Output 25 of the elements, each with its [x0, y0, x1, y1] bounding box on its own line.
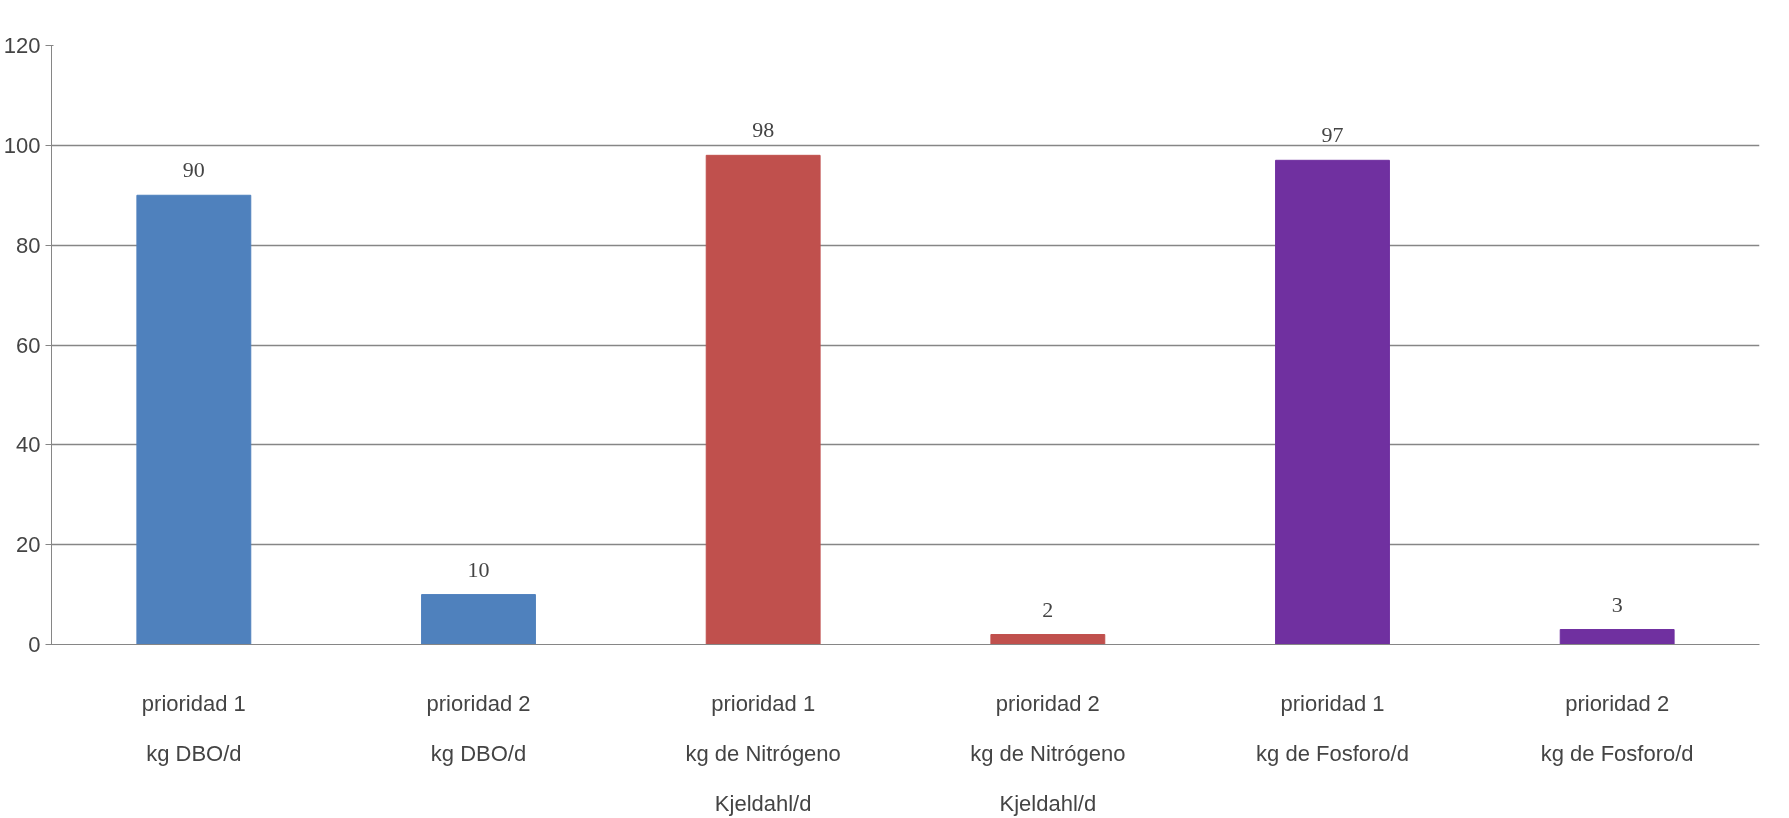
data-label: 90 — [182, 157, 205, 183]
x-tick-label: prioridad 1 kg DBO/d — [141, 690, 246, 766]
data-label: 98 — [752, 117, 775, 143]
bar — [1559, 629, 1675, 645]
x-tick-label: prioridad 2 kg de Fosforo/d — [1540, 690, 1694, 766]
y-tick-label: 20 — [16, 532, 41, 558]
x-tick-label: prioridad 2 kg DBO/d — [426, 690, 531, 766]
data-label: 10 — [467, 556, 490, 582]
data-label: 2 — [1042, 596, 1054, 622]
bar — [1275, 159, 1390, 645]
y-tick-label: 40 — [16, 432, 41, 458]
y-tick-label: 60 — [16, 332, 41, 358]
y-tick-label: 0 — [28, 632, 41, 657]
data-label: 3 — [1611, 591, 1623, 617]
bar — [136, 194, 252, 645]
x-tick-label: prioridad 2 kg de Nitrógeno Kjeldahl/d — [970, 690, 1126, 816]
bar — [705, 154, 821, 645]
y-tick-label: 80 — [16, 232, 41, 258]
x-tick-label: prioridad 1 kg de Fosforo/d — [1256, 690, 1409, 766]
data-label: 97 — [1321, 122, 1344, 148]
y-tick-label: 120 — [3, 33, 41, 58]
y-tick-label: 100 — [3, 132, 41, 158]
bar — [990, 634, 1106, 645]
x-tick-label: prioridad 1 kg de Nitrógeno Kjeldahl/d — [685, 690, 841, 816]
bar — [421, 594, 536, 645]
